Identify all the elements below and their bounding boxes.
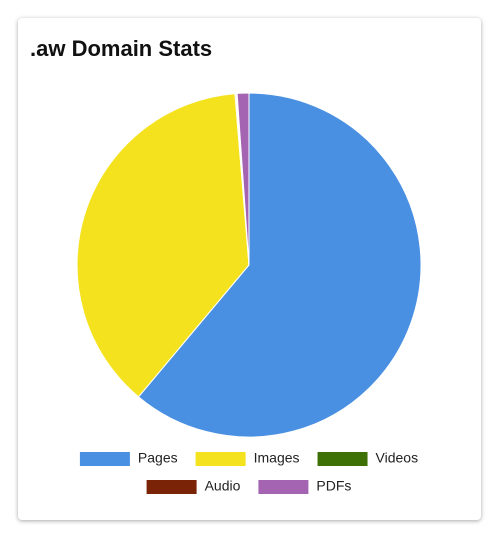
legend-swatch [195,452,246,466]
legend-label: Videos [376,450,419,466]
pie-slice [76,93,250,398]
legend-label: Pages [138,450,178,466]
legend-row: Pages Images Videos [79,450,419,466]
legend-swatch [258,480,309,494]
pie-slice [137,92,422,438]
legend-label: Images [254,450,300,466]
legend-swatch [146,480,197,494]
legend-swatch [79,452,130,466]
legend-label: Audio [205,478,241,494]
chart-title: .aw Domain Stats [30,36,212,61]
legend-swatch [317,452,368,466]
legend-label: PDFs [316,478,351,494]
pie-slice [236,92,250,266]
legend-row: Audio PDFs [146,478,351,494]
